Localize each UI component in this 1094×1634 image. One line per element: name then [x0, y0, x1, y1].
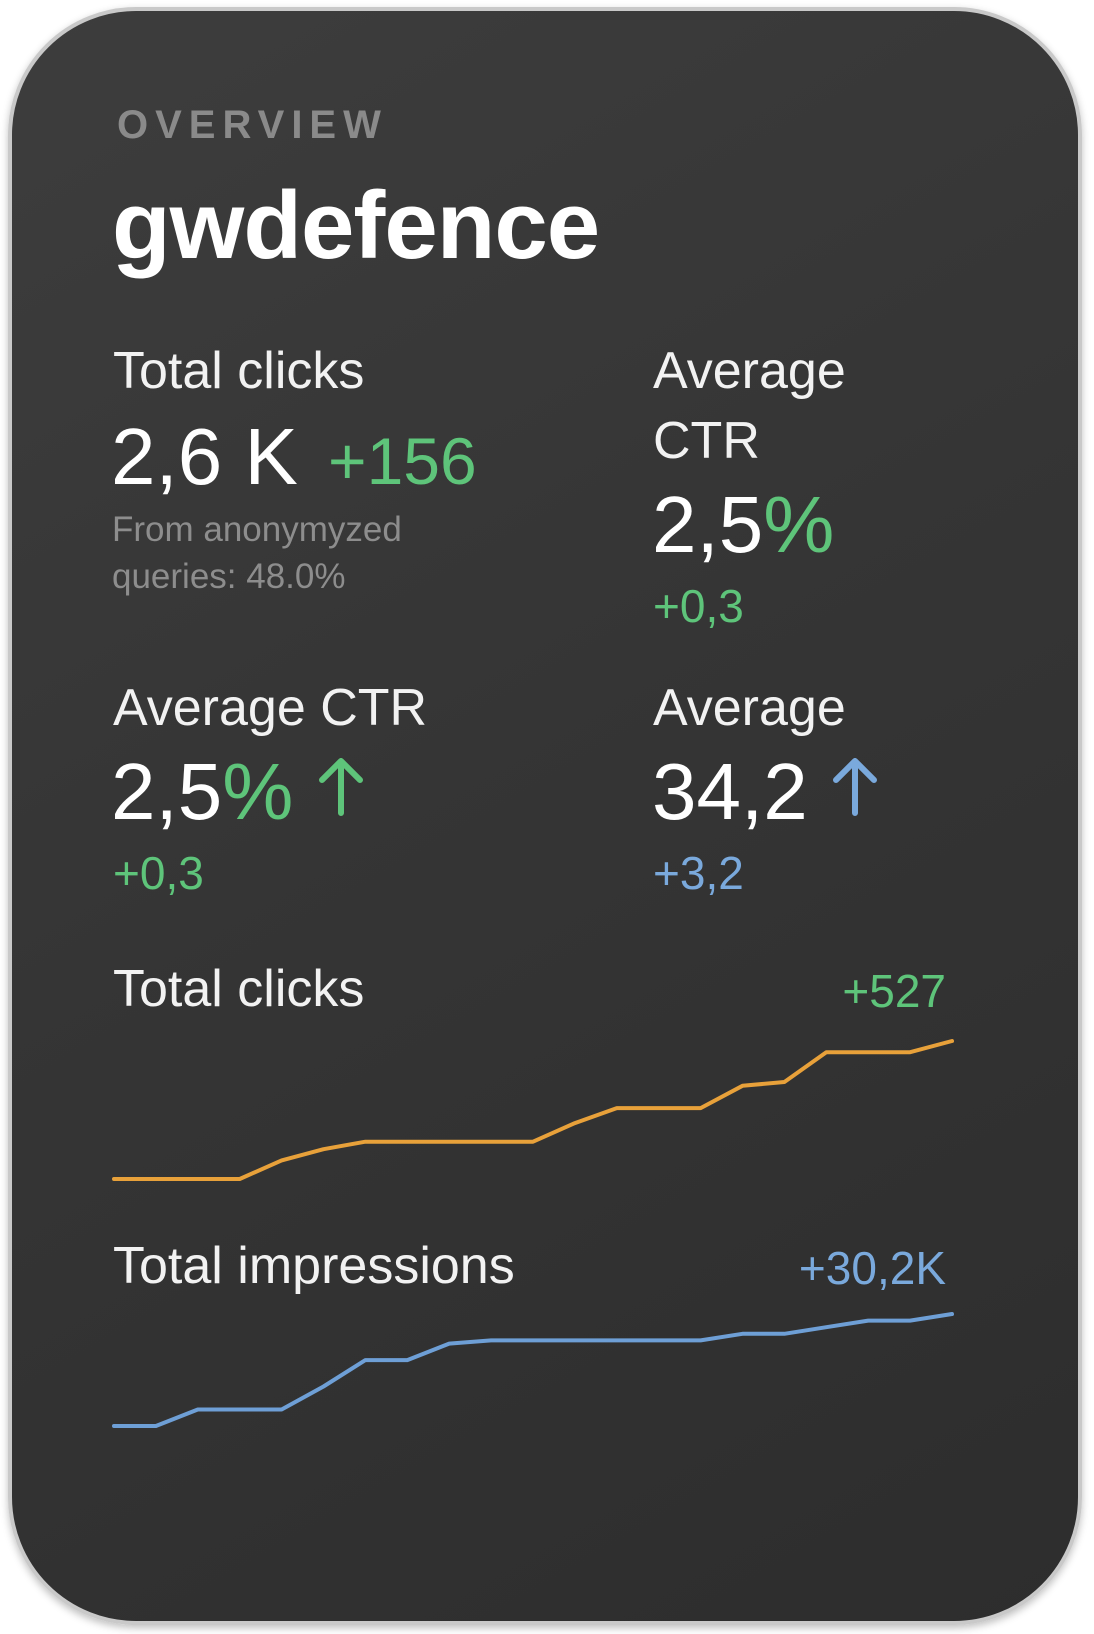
anonymized-note-line1: From anonymyzed — [112, 510, 402, 549]
avg-ctr-top-change: +0,3 — [653, 580, 744, 632]
total-clicks-label: Total clicks — [113, 342, 365, 400]
avg-ctr-top-unit: % — [763, 480, 835, 569]
arrow-up-icon — [830, 746, 880, 838]
clicks-line-chart — [112, 1039, 954, 1181]
avg-ctr-change: +0,3 — [113, 847, 204, 899]
avg-ctr-top-label-line1: Average — [653, 342, 846, 400]
series-line — [112, 1039, 954, 1181]
total-clicks-value: 2,6 K — [111, 412, 298, 501]
avg-ctr-top-label-line2: CTR — [653, 412, 760, 470]
impressions-chart — [108, 1306, 958, 1436]
total-clicks-metric: 2,6 K +156 — [111, 411, 477, 503]
avg-ctr-top-metric: 2,5% — [652, 479, 834, 571]
average-label: Average — [653, 679, 846, 737]
overview-kicker: OVERVIEW — [117, 103, 388, 147]
avg-ctr-value: 2,5 — [111, 747, 223, 836]
average-change: +3,2 — [653, 847, 744, 899]
average-value: 34,2 — [652, 747, 808, 836]
arrow-up-icon — [316, 746, 366, 838]
impressions-chart-change: +30,2K — [798, 1242, 946, 1294]
clicks-chart — [108, 1031, 958, 1191]
impressions-line-chart — [112, 1312, 954, 1428]
avg-ctr-label: Average CTR — [113, 679, 428, 737]
anonymized-note-line2: queries: 48.0% — [112, 557, 346, 596]
average-metric: 34,2 — [652, 746, 880, 838]
overview-card: OVERVIEW gwdefence Total clicks 2,6 K +1… — [8, 7, 1082, 1625]
clicks-chart-change: +527 — [842, 965, 946, 1017]
series-line — [112, 1312, 954, 1428]
avg-ctr-metric: 2,5% — [111, 746, 366, 838]
site-title: gwdefence — [112, 172, 600, 279]
clicks-chart-title: Total clicks — [113, 960, 365, 1018]
impressions-chart-title: Total impressions — [113, 1237, 515, 1295]
avg-ctr-top-value: 2,5 — [652, 480, 764, 569]
total-clicks-change: +156 — [328, 424, 477, 498]
avg-ctr-unit: % — [222, 747, 294, 836]
